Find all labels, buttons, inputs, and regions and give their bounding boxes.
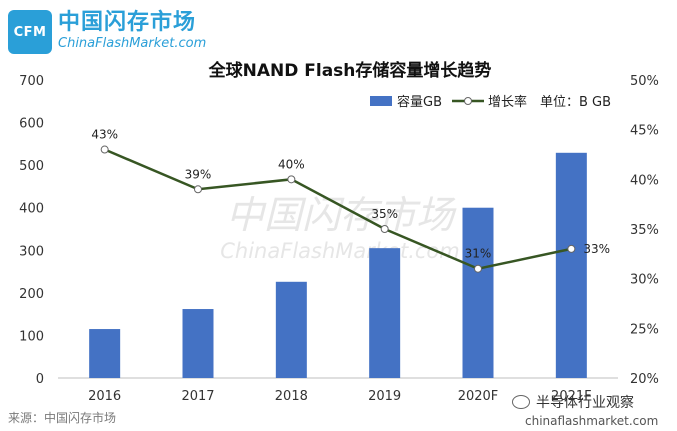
growth-rate-line [104,148,572,271]
y-left-tick-label: 300 [19,244,44,259]
growth-rate-point [194,185,202,194]
y-left-tick-label: 500 [19,159,44,174]
wechat-icon [512,395,530,409]
bar [462,207,494,378]
y-left-tick-label: 100 [19,329,44,344]
watermark-cn: 中国闪存市场 [226,193,457,237]
y-right-tick-label: 50% [630,74,659,89]
x-tick-label: 2016 [88,389,121,404]
y-right-tick-label: 35% [630,223,659,238]
site-url: chinaflashmarket.com [525,414,659,428]
x-tick-label: 2021F [551,389,592,404]
x-tick-label: 2020F [458,389,499,404]
cfm-badge: CFM [8,10,52,54]
legend-capacity-swatch [370,96,392,106]
growth-rate-data-label: 35% [371,207,398,221]
legend-growth-marker [464,97,472,105]
x-tick-label: 2017 [181,389,214,404]
bar [555,152,587,378]
legend-capacity-label: 容量GB [397,94,442,110]
y-right-tick-label: 30% [630,273,659,288]
growth-rate-point [287,175,296,184]
growth-rate-point [100,145,109,154]
growth-rate-point [474,264,482,273]
logo-name-cn: 中国闪存市场 [58,10,197,35]
watermark-en: ChinaFlashMarket.com [220,239,459,263]
bar [89,329,121,378]
growth-rate-data-label: 33% [583,242,610,256]
growth-rate-data-label: 40% [278,157,305,171]
growth-rate-data-label: 43% [91,128,118,142]
growth-rate-point [380,225,389,233]
growth-rate-data-label: 31% [465,247,492,261]
unit-note: 单位：B GB [540,95,611,110]
x-tick-label: 2018 [275,389,308,404]
x-tick-label: 2019 [368,389,401,404]
bar [182,309,214,378]
bar [275,281,307,378]
logo-name-en: ChinaFlashMarket.com [58,36,207,51]
source-label: 来源：中国闪存市场 [8,411,117,425]
y-left-tick-label: 200 [19,287,44,302]
y-right-tick-label: 20% [630,372,659,387]
y-left-tick-label: 700 [19,74,44,89]
chart-title: 全球NAND Flash存储容量增长趋势 [208,60,492,81]
y-left-tick-label: 0 [36,372,44,387]
wechat-name: 半导体行业观察 [536,395,634,411]
legend-growth-label: 增长率 [488,94,527,110]
logo: CFM 中国闪存市场 ChinaFlashMarket.com [8,10,206,54]
growth-rate-point [567,244,576,253]
y-left-tick-label: 600 [19,117,44,132]
y-right-tick-label: 40% [630,173,659,188]
bar [369,248,401,378]
growth-rate-data-label: 39% [185,167,212,181]
y-right-tick-label: 25% [630,322,659,337]
y-left-tick-label: 400 [19,202,44,217]
wechat-account: 半导体行业观察 [512,392,634,412]
y-right-tick-label: 45% [630,124,659,139]
